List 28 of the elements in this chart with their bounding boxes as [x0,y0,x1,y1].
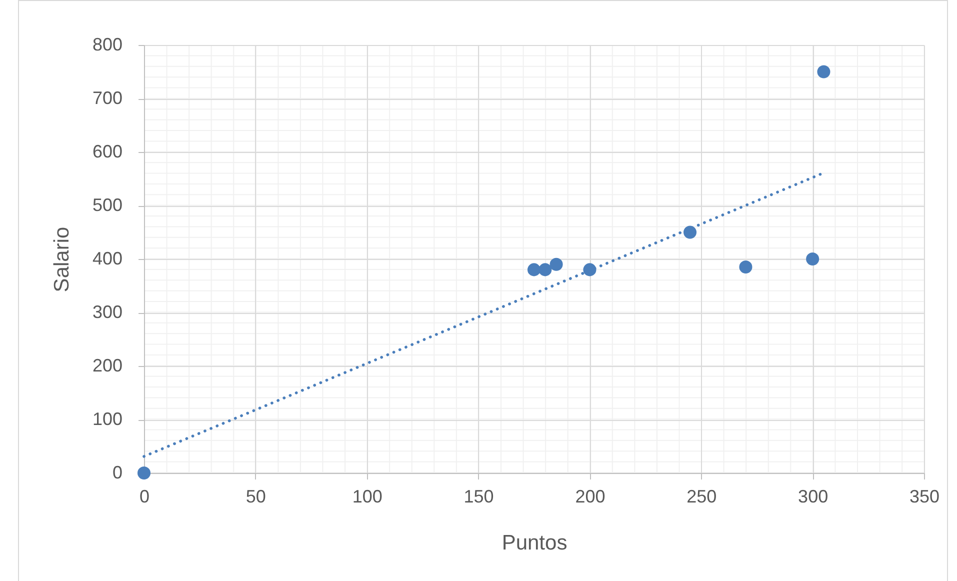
point [806,252,820,266]
x-tick-label: 100 [352,486,382,506]
point [817,65,830,78]
y-axis-title: Salario [50,226,74,292]
point [538,263,552,276]
y-tick-label: 0 [112,462,122,482]
y-tick-label: 300 [92,302,122,322]
x-tick-label: 250 [686,486,717,506]
point [137,466,151,480]
y-tick-label: 400 [92,248,122,268]
point [683,226,697,239]
x-axis-title: Puntos [502,532,568,554]
point [550,258,563,271]
y-tick-label: 700 [92,88,122,108]
x-tick-label: 300 [798,486,828,506]
x-tick-label: 200 [575,486,606,506]
y-tick-label: 800 [92,34,122,54]
y-tick-label: 500 [92,195,122,215]
y-tick-label: 100 [92,409,122,429]
point [739,260,752,274]
x-tick-label: 350 [909,486,940,506]
y-tick-label: 200 [92,356,122,376]
x-tick-label: 150 [464,486,494,506]
point [583,263,596,276]
x-tick-label: 0 [139,486,150,506]
point [527,263,541,276]
x-tick-label: 50 [246,486,266,506]
y-tick-label: 600 [92,142,122,162]
